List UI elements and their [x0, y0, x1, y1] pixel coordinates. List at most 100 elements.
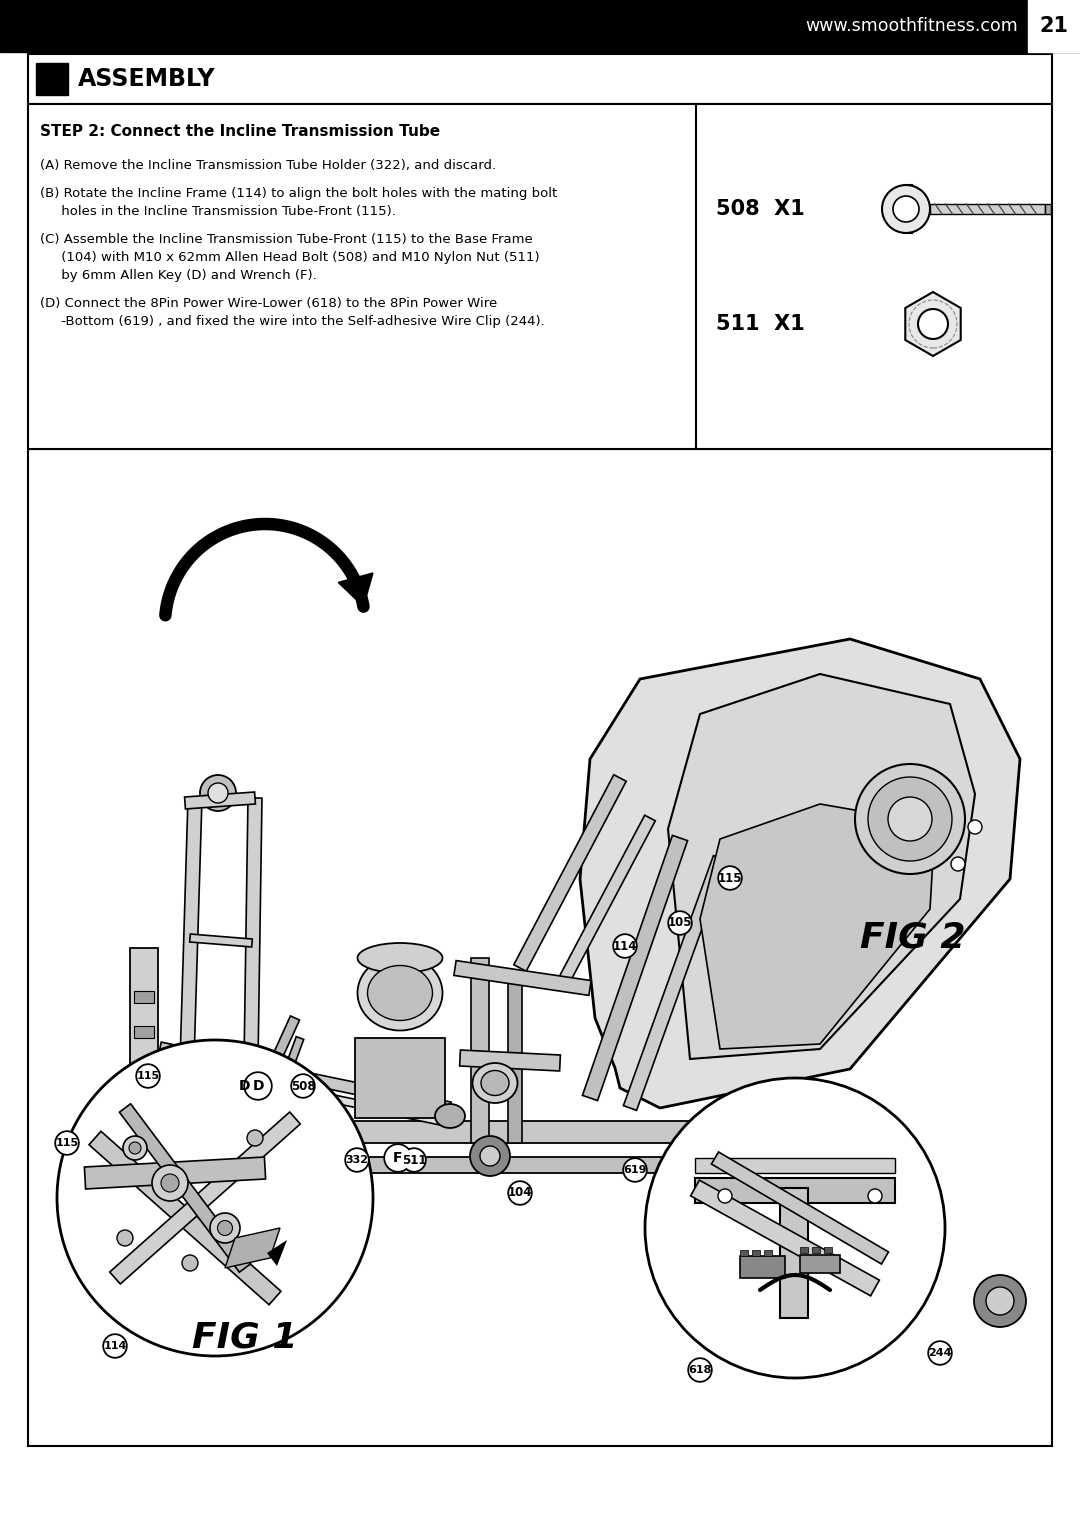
Circle shape — [345, 1148, 369, 1172]
Circle shape — [868, 778, 951, 860]
Text: 619: 619 — [623, 1164, 647, 1175]
Polygon shape — [120, 1103, 251, 1273]
Circle shape — [855, 764, 966, 874]
Circle shape — [55, 1131, 79, 1155]
Circle shape — [152, 1164, 188, 1201]
Bar — [0, 0, 28, 1528]
Polygon shape — [225, 1229, 280, 1268]
Circle shape — [645, 1077, 945, 1378]
Circle shape — [386, 1146, 410, 1170]
Polygon shape — [555, 816, 656, 990]
Circle shape — [510, 1183, 530, 1203]
Polygon shape — [159, 1042, 451, 1114]
Text: 508  X1: 508 X1 — [716, 199, 805, 219]
Circle shape — [676, 1172, 685, 1181]
Ellipse shape — [481, 1071, 509, 1096]
Circle shape — [882, 185, 930, 232]
Circle shape — [918, 309, 948, 339]
Circle shape — [951, 857, 966, 871]
Polygon shape — [514, 775, 626, 972]
Text: 114: 114 — [612, 940, 637, 952]
Circle shape — [613, 934, 637, 958]
Circle shape — [57, 1041, 373, 1355]
Polygon shape — [241, 1016, 299, 1131]
Text: D: D — [239, 1079, 249, 1093]
Text: 511  X1: 511 X1 — [716, 313, 805, 335]
Bar — [134, 1060, 154, 1073]
Polygon shape — [623, 856, 727, 1111]
Circle shape — [928, 1342, 951, 1365]
Circle shape — [57, 1132, 77, 1154]
Circle shape — [117, 1230, 133, 1245]
Text: 104: 104 — [508, 1187, 532, 1199]
Text: (D) Connect the 8Pin Power Wire-Lower (618) to the 8Pin Power Wire: (D) Connect the 8Pin Power Wire-Lower (6… — [40, 296, 497, 310]
Polygon shape — [89, 1131, 281, 1305]
Bar — [800, 1247, 808, 1253]
Circle shape — [658, 1154, 702, 1198]
Text: 115: 115 — [136, 1071, 160, 1080]
Circle shape — [690, 1360, 711, 1380]
Polygon shape — [580, 639, 1020, 1108]
Text: 508: 508 — [291, 1079, 315, 1093]
Text: (B) Rotate the Incline Frame (114) to align the bolt holes with the mating bolt: (B) Rotate the Incline Frame (114) to al… — [40, 186, 557, 200]
Bar — [355, 1038, 445, 1118]
Polygon shape — [190, 934, 253, 947]
Bar — [28, 449, 1052, 1445]
Circle shape — [247, 1131, 264, 1146]
Bar — [28, 104, 1052, 449]
Circle shape — [615, 935, 635, 957]
Circle shape — [930, 1343, 950, 1363]
Text: D: D — [253, 1079, 264, 1093]
Bar — [696, 1158, 895, 1174]
Circle shape — [217, 1221, 232, 1236]
Text: by 6mm Allen Key (D) and Wrench (F).: by 6mm Allen Key (D) and Wrench (F). — [40, 269, 316, 283]
Circle shape — [293, 1076, 313, 1096]
Polygon shape — [905, 292, 961, 356]
Text: www.smoothfitness.com: www.smoothfitness.com — [806, 17, 1018, 35]
Circle shape — [480, 1146, 500, 1166]
Text: 114: 114 — [104, 1342, 126, 1351]
Text: holes in the Incline Transmission Tube-Front (115).: holes in the Incline Transmission Tube-F… — [40, 205, 396, 219]
Circle shape — [123, 1135, 147, 1160]
Bar — [160, 1122, 690, 1143]
Text: STEP 2: Connect the Incline Transmission Tube: STEP 2: Connect the Incline Transmission… — [40, 124, 441, 139]
Text: 332: 332 — [346, 1155, 368, 1164]
Bar — [28, 53, 1052, 104]
Circle shape — [164, 1164, 186, 1187]
Polygon shape — [261, 1036, 303, 1134]
Circle shape — [244, 1073, 272, 1100]
Circle shape — [325, 1166, 345, 1186]
Circle shape — [129, 1141, 141, 1154]
Circle shape — [103, 1334, 127, 1358]
Bar — [0, 1445, 1080, 1528]
Circle shape — [718, 1189, 732, 1203]
Polygon shape — [338, 573, 373, 607]
Polygon shape — [110, 1112, 300, 1284]
Circle shape — [688, 1358, 712, 1381]
Bar — [36, 63, 68, 95]
Text: 511: 511 — [402, 1154, 427, 1166]
Circle shape — [347, 1149, 367, 1170]
Bar — [812, 1247, 820, 1253]
Polygon shape — [267, 1241, 287, 1267]
Bar — [764, 1250, 772, 1256]
Bar — [160, 1157, 690, 1174]
Circle shape — [183, 1254, 198, 1271]
Polygon shape — [460, 1050, 561, 1071]
Polygon shape — [159, 1059, 450, 1128]
Ellipse shape — [435, 1105, 465, 1128]
Circle shape — [669, 911, 692, 935]
Bar — [0, 0, 1080, 52]
Bar — [696, 1178, 895, 1203]
Bar — [930, 205, 1045, 214]
Text: 244: 244 — [928, 1348, 951, 1358]
Circle shape — [402, 1148, 426, 1172]
Text: ASSEMBLY: ASSEMBLY — [78, 67, 216, 92]
Polygon shape — [582, 836, 688, 1100]
Circle shape — [888, 798, 932, 840]
Bar — [780, 1187, 808, 1319]
Circle shape — [623, 1158, 647, 1183]
Bar — [752, 1250, 760, 1256]
Polygon shape — [669, 674, 975, 1059]
Bar — [130, 947, 158, 1077]
